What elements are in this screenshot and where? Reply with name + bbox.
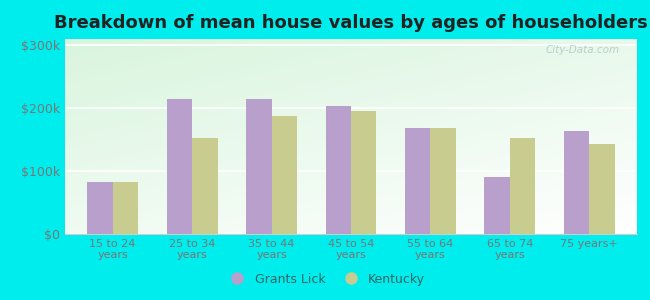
Bar bbox=[87, 182, 112, 234]
Bar bbox=[246, 99, 272, 234]
Bar bbox=[192, 138, 218, 234]
Bar bbox=[564, 131, 590, 234]
Title: Breakdown of mean house values by ages of householders: Breakdown of mean house values by ages o… bbox=[54, 14, 648, 32]
Bar bbox=[272, 116, 297, 234]
Bar bbox=[405, 128, 430, 234]
Bar bbox=[112, 182, 138, 234]
Bar bbox=[484, 177, 510, 234]
Legend: Grants Lick, Kentucky: Grants Lick, Kentucky bbox=[220, 268, 430, 291]
Bar bbox=[166, 99, 192, 234]
Bar bbox=[510, 138, 536, 234]
Text: City-Data.com: City-Data.com bbox=[546, 45, 620, 55]
Bar bbox=[326, 106, 351, 234]
Bar bbox=[590, 144, 615, 234]
Bar bbox=[351, 111, 376, 234]
Bar bbox=[430, 128, 456, 234]
